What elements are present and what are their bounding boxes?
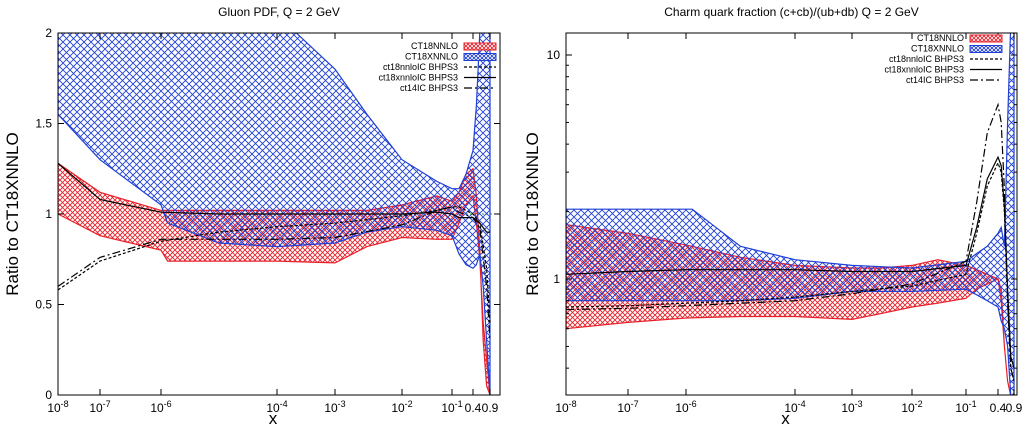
x-tick-label: 10-2	[901, 399, 922, 415]
y-tick-label: 1	[45, 207, 52, 221]
plot-area	[566, 33, 1015, 395]
y-axis-label: Ratio to CT18XNNLO	[523, 132, 542, 295]
y-tick-label: 2	[45, 26, 52, 40]
chart-title: Gluon PDF, Q = 2 GeV	[218, 5, 340, 19]
y-tick-label: 0.5	[35, 298, 52, 312]
x-tick-label: 10-3	[324, 399, 345, 415]
legend-label: ct18xnnloIC BHPS3	[378, 73, 458, 83]
legend-swatch	[969, 45, 1003, 53]
plot-frame	[565, 32, 1018, 396]
legend-label: ct18nnloIC BHPS3	[383, 62, 458, 72]
x-tick-label: 10-8	[555, 399, 576, 415]
x-tick-label: 0.4	[990, 401, 1007, 415]
plot-area	[58, 33, 500, 395]
legend-label: CT18XNNLO	[911, 44, 964, 54]
y-tick-label: 1	[553, 272, 560, 286]
legend-swatch	[969, 34, 1003, 43]
x-tick-label: 10-7	[617, 399, 638, 415]
legend-swatch	[463, 53, 497, 61]
legend-label: ct18nnloIC BHPS3	[889, 54, 964, 64]
legend-swatch	[463, 42, 497, 51]
x-tick-label: 10-8	[47, 399, 68, 415]
charm-fraction-chart: Charm quark fraction (c+cb)/(ub+db) Q = …	[523, 5, 1023, 428]
x-tick-label: 10-3	[841, 399, 862, 415]
x-tick-label: 10-4	[784, 399, 805, 415]
x-tick-label: 10-6	[150, 399, 171, 415]
x-tick-label: 10-1	[441, 399, 462, 415]
x-axis-label: x	[781, 409, 790, 428]
x-tick-label: 10-6	[675, 399, 696, 415]
legend-label: CT18NNLO	[411, 41, 458, 51]
gluon-pdf-chart: Gluon PDF, Q = 2 GeV Ratio to CT18XNNLO x 0…	[3, 5, 501, 428]
x-tick-label: 10-1	[955, 399, 976, 415]
series-ct14ic-bhps3	[58, 206, 491, 341]
legend-label: ct14IC BHPS3	[906, 75, 964, 85]
legend-label: ct18xnnloIC BHPS3	[884, 65, 964, 75]
y-tick-label: 0	[45, 388, 52, 402]
x-tick-label: 10-2	[391, 399, 412, 415]
legend-label: CT18NNLO	[917, 33, 964, 43]
chart-title: Charm quark fraction (c+cb)/(ub+db) Q = …	[664, 5, 918, 19]
x-tick-label: 0.9	[1006, 401, 1023, 415]
x-axis-label: x	[269, 409, 278, 428]
y-tick-label: 10	[547, 48, 561, 62]
y-axis-label: Ratio to CT18XNNLO	[3, 132, 22, 295]
x-tick-label: 0.9	[482, 401, 499, 415]
x-tick-label: 10-4	[266, 399, 287, 415]
y-tick-label: 1.5	[35, 117, 52, 131]
series-ct18xnnloic-bhps3	[58, 162, 490, 233]
x-tick-label: 10-7	[89, 399, 110, 415]
series-ct14ic-bhps3	[566, 102, 1015, 382]
legend-label: CT18XNNLO	[405, 52, 458, 62]
band-ct18xnnlo	[566, 33, 1015, 395]
legend-label: ct14IC BHPS3	[400, 83, 458, 93]
x-tick-label: 0.4	[465, 401, 482, 415]
